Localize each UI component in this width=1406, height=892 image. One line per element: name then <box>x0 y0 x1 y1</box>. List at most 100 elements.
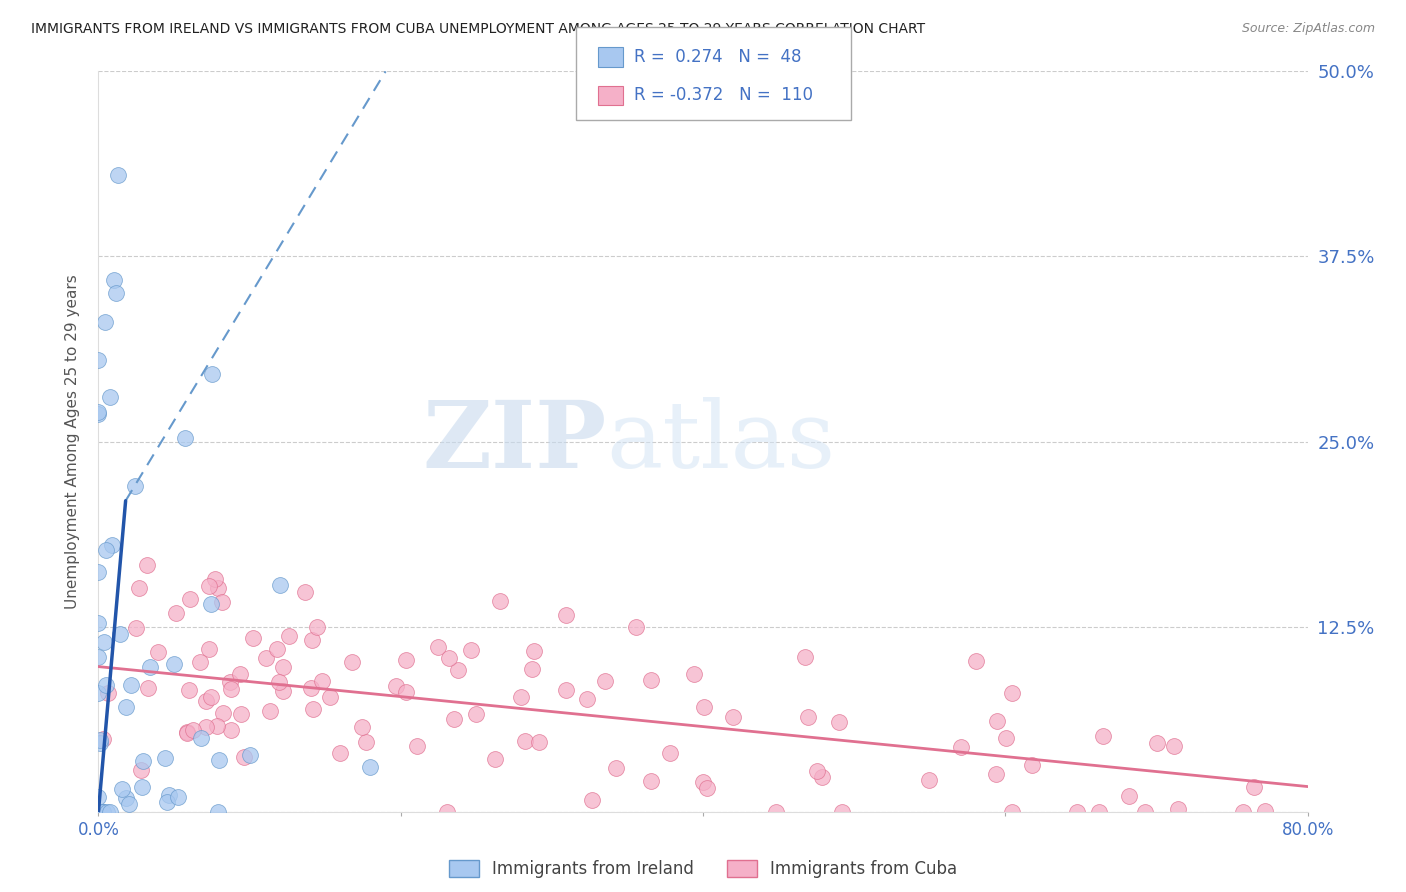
Point <box>120 678 142 692</box>
Point <box>301 632 323 647</box>
Point <box>269 578 291 592</box>
Point <box>156 796 179 810</box>
Point <box>696 780 718 795</box>
Point <box>91 805 114 819</box>
Point <box>266 642 288 657</box>
Point <box>437 650 460 665</box>
Point <box>406 739 429 754</box>
Point <box>98 805 121 819</box>
Point <box>87 789 110 804</box>
Point <box>994 731 1017 746</box>
Point <box>831 805 853 819</box>
Point <box>87 405 110 419</box>
Point <box>765 805 787 819</box>
Point <box>1001 805 1024 819</box>
Point <box>131 754 153 768</box>
Text: R = -0.372   N =  110: R = -0.372 N = 110 <box>634 87 813 104</box>
Point <box>87 616 110 631</box>
Point <box>118 797 141 811</box>
Point <box>207 582 229 596</box>
Point <box>489 594 512 608</box>
Point <box>555 683 578 698</box>
Point <box>176 726 198 740</box>
Point <box>91 805 114 819</box>
Point <box>135 558 157 573</box>
Point <box>395 653 418 667</box>
Point <box>305 620 328 634</box>
Point <box>918 772 941 787</box>
Point <box>1146 736 1168 750</box>
Y-axis label: Unemployment Among Ages 25 to 29 years: Unemployment Among Ages 25 to 29 years <box>65 274 80 609</box>
Point <box>176 724 198 739</box>
Point <box>98 390 121 404</box>
Text: Source: ZipAtlas.com: Source: ZipAtlas.com <box>1241 22 1375 36</box>
Point <box>692 775 714 789</box>
Point <box>1163 739 1185 753</box>
Point <box>115 791 138 805</box>
Point <box>1254 805 1277 819</box>
Point <box>294 585 316 599</box>
Point <box>219 723 242 737</box>
Point <box>1167 802 1189 816</box>
Point <box>1118 789 1140 804</box>
Point <box>188 656 211 670</box>
Point <box>1091 729 1114 743</box>
Point <box>93 315 115 329</box>
Point <box>181 723 204 737</box>
Point <box>1135 805 1157 819</box>
Point <box>198 642 221 657</box>
Point <box>1066 805 1088 819</box>
Point <box>201 367 224 381</box>
Point <box>311 674 333 689</box>
Point <box>278 629 301 643</box>
Point <box>204 572 226 586</box>
Point <box>693 700 716 714</box>
Point <box>1021 758 1043 772</box>
Point <box>105 286 128 301</box>
Point <box>360 760 382 774</box>
Point <box>97 686 120 700</box>
Point <box>269 675 291 690</box>
Point <box>1243 780 1265 794</box>
Point <box>950 740 973 755</box>
Point <box>593 673 616 688</box>
Point <box>87 686 110 700</box>
Point <box>301 681 323 696</box>
Point <box>138 681 160 695</box>
Point <box>205 719 228 733</box>
Point <box>1001 686 1024 700</box>
Point <box>1087 805 1109 819</box>
Point <box>212 706 235 720</box>
Point <box>721 710 744 724</box>
Point <box>427 640 450 655</box>
Point <box>254 650 277 665</box>
Point <box>108 627 131 641</box>
Point <box>89 736 111 750</box>
Point <box>624 620 647 634</box>
Point <box>329 746 352 760</box>
Point <box>194 694 217 708</box>
Point <box>157 788 180 802</box>
Point <box>581 793 603 807</box>
Point <box>239 747 262 762</box>
Point <box>94 678 117 692</box>
Point <box>659 747 682 761</box>
Point <box>177 683 200 698</box>
Point <box>166 789 188 804</box>
Point <box>179 592 201 607</box>
Point <box>460 643 482 657</box>
Point <box>198 579 221 593</box>
Point <box>385 679 408 693</box>
Point <box>139 659 162 673</box>
Point <box>190 731 212 745</box>
Point <box>828 714 851 729</box>
Point <box>200 690 222 705</box>
Point <box>395 685 418 699</box>
Point <box>128 581 150 595</box>
Point <box>91 732 114 747</box>
Point <box>965 654 987 668</box>
Point <box>231 706 253 721</box>
Point <box>111 781 134 796</box>
Point <box>640 774 662 789</box>
Point <box>229 667 252 681</box>
